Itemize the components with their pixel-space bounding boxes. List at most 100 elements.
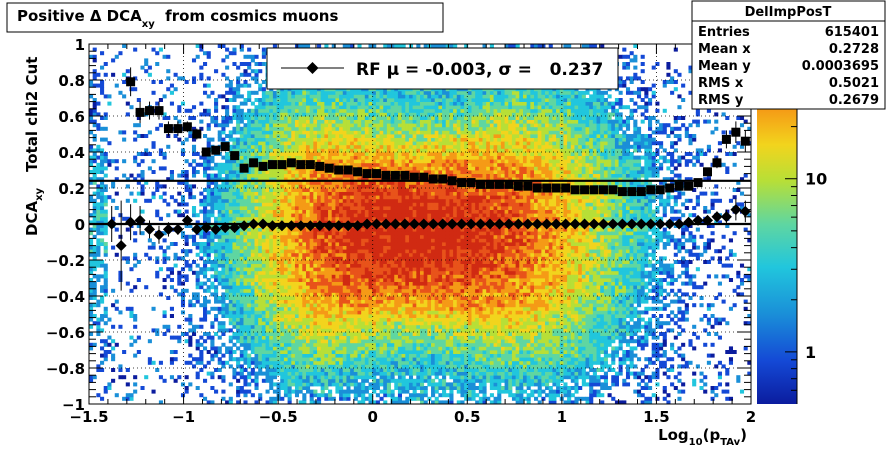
heatmap-cell	[133, 252, 138, 257]
heatmap-cell	[89, 195, 94, 200]
heatmap-cell	[180, 101, 186, 106]
heatmap-cell	[346, 202, 351, 207]
heatmap-cell	[287, 292, 292, 297]
heatmap-cell	[324, 206, 329, 210]
heatmap-cell	[379, 382, 384, 387]
heatmap-cell	[283, 170, 288, 174]
heatmap-cell	[129, 396, 134, 401]
heatmap-cell	[276, 173, 281, 178]
heatmap-cell	[309, 263, 314, 268]
heatmap-cell	[100, 155, 105, 160]
heatmap-cell	[225, 98, 230, 102]
heatmap-cell	[375, 256, 380, 261]
heatmap-cell	[350, 389, 355, 394]
heatmap-cell	[225, 173, 230, 178]
heatmap-cell	[225, 123, 230, 128]
heatmap-cell	[136, 98, 141, 102]
heatmap-cell	[309, 98, 314, 102]
heatmap-cell	[346, 105, 351, 110]
heatmap-cell	[151, 242, 156, 246]
heatmap-cell	[239, 306, 244, 311]
heatmap-cell	[328, 177, 333, 182]
heatmap-cell	[228, 80, 233, 84]
heatmap-cell	[291, 112, 296, 117]
heatmap-cell	[199, 303, 204, 308]
heatmap-cell	[291, 238, 296, 243]
heatmap-cell	[324, 299, 329, 304]
heatmap-cell	[272, 195, 277, 200]
heatmap-cell	[184, 170, 189, 174]
heatmap-cell	[298, 155, 303, 160]
heatmap-cell	[383, 353, 388, 358]
heatmap-cell	[232, 252, 237, 257]
heatmap-cell	[320, 357, 325, 362]
heatmap-cell	[261, 299, 266, 304]
heatmap-cell	[96, 148, 101, 153]
heatmap-cell	[305, 195, 311, 200]
heatmap-cell	[283, 155, 288, 160]
heatmap-cell	[247, 285, 252, 290]
heatmap-cell	[309, 350, 314, 354]
heatmap-cell	[261, 267, 266, 272]
heatmap-cell	[298, 234, 303, 239]
heatmap-cell	[331, 242, 336, 246]
heatmap-cell	[357, 353, 362, 358]
heatmap-cell	[342, 238, 347, 243]
heatmap-cell	[368, 270, 373, 275]
heatmap-cell	[269, 105, 274, 110]
heatmap-cell	[247, 281, 252, 286]
heatmap-cell	[372, 278, 377, 282]
heatmap-cell	[217, 252, 222, 257]
heatmap-cell	[191, 159, 197, 164]
heatmap-cell	[261, 198, 266, 203]
heatmap-cell	[155, 213, 160, 218]
heatmap-cell	[317, 148, 322, 153]
heatmap-cell	[291, 335, 296, 340]
heatmap-cell	[317, 328, 322, 333]
heatmap-cell	[276, 126, 281, 131]
heatmap-cell	[350, 256, 355, 261]
heatmap-cell	[372, 260, 377, 264]
heatmap-cell	[247, 206, 252, 210]
heatmap-cell	[100, 162, 105, 167]
heatmap-cell	[361, 321, 366, 326]
heatmap-cell	[92, 234, 97, 239]
heatmap-cell	[350, 375, 355, 380]
heatmap-cell	[247, 141, 252, 146]
heatmap-cell	[305, 267, 311, 272]
heatmap-cell	[261, 130, 266, 135]
heatmap-cell	[313, 314, 318, 318]
heatmap-cell	[357, 357, 362, 362]
heatmap-cell	[368, 350, 373, 354]
heatmap-cell	[247, 353, 252, 358]
heatmap-cell	[320, 256, 325, 261]
heatmap-cell	[243, 198, 248, 203]
heatmap-cell	[287, 123, 292, 128]
heatmap-cell	[320, 245, 325, 250]
heatmap-cell	[335, 119, 340, 124]
heatmap-cell	[375, 177, 380, 182]
heatmap-cell	[305, 148, 311, 153]
heatmap-cell	[372, 148, 377, 153]
heatmap-cell	[225, 83, 230, 88]
heatmap-cell	[331, 119, 336, 124]
heatmap-cell	[206, 184, 211, 189]
heatmap-cell	[320, 278, 325, 282]
heatmap-cell	[92, 123, 97, 128]
heatmap-cell	[96, 162, 101, 167]
heatmap-cell	[280, 317, 285, 322]
heatmap-cell	[225, 198, 230, 203]
heatmap-cell	[232, 184, 237, 189]
heatmap-cell	[114, 393, 119, 398]
heatmap-cell	[346, 126, 351, 131]
heatmap-cell	[169, 335, 174, 340]
heatmap-cell	[232, 94, 237, 99]
heatmap-cell	[276, 116, 281, 120]
heatmap-cell	[372, 382, 377, 387]
heatmap-cell	[313, 220, 318, 225]
heatmap-cell	[305, 332, 311, 336]
heatmap-cell	[191, 324, 197, 329]
heatmap-cell	[280, 191, 285, 196]
heatmap-cell	[353, 292, 358, 297]
heatmap-cell	[313, 234, 318, 239]
